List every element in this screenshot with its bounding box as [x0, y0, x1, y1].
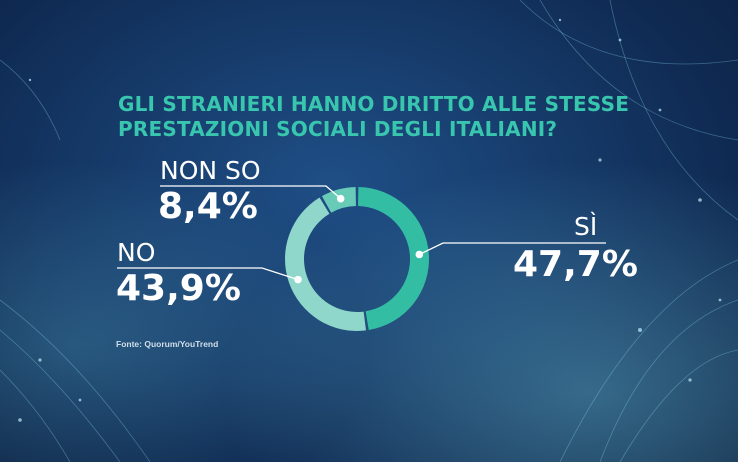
leader-si [419, 242, 606, 256]
leader-si-dot [415, 250, 424, 259]
leader-no [117, 267, 299, 281]
title-line-2: PRESTAZIONI SOCIALI DEGLI ITALIANI? [118, 117, 558, 141]
label-si-value: 47,7% [513, 244, 638, 285]
source-note: Fonte: Quorum/YouTrend [116, 339, 219, 349]
label-nonso-value: 8,4% [158, 186, 258, 227]
leader-nonso [160, 185, 342, 200]
title-line-1: GLI STRANIERI HANNO DIRITTO ALLE STESSE [118, 92, 630, 116]
label-si-name: SÌ [574, 212, 598, 241]
slice-no [285, 197, 366, 331]
leader-nonso-dot [336, 194, 345, 203]
label-no-name: NO [117, 238, 156, 267]
chart-title: GLI STRANIERI HANNO DIRITTO ALLE STESSE … [118, 92, 638, 142]
leader-no-dot [294, 275, 302, 284]
label-no-value: 43,9% [116, 268, 241, 309]
label-nonso-name: NON SO [160, 156, 261, 185]
slice-si [358, 187, 429, 331]
